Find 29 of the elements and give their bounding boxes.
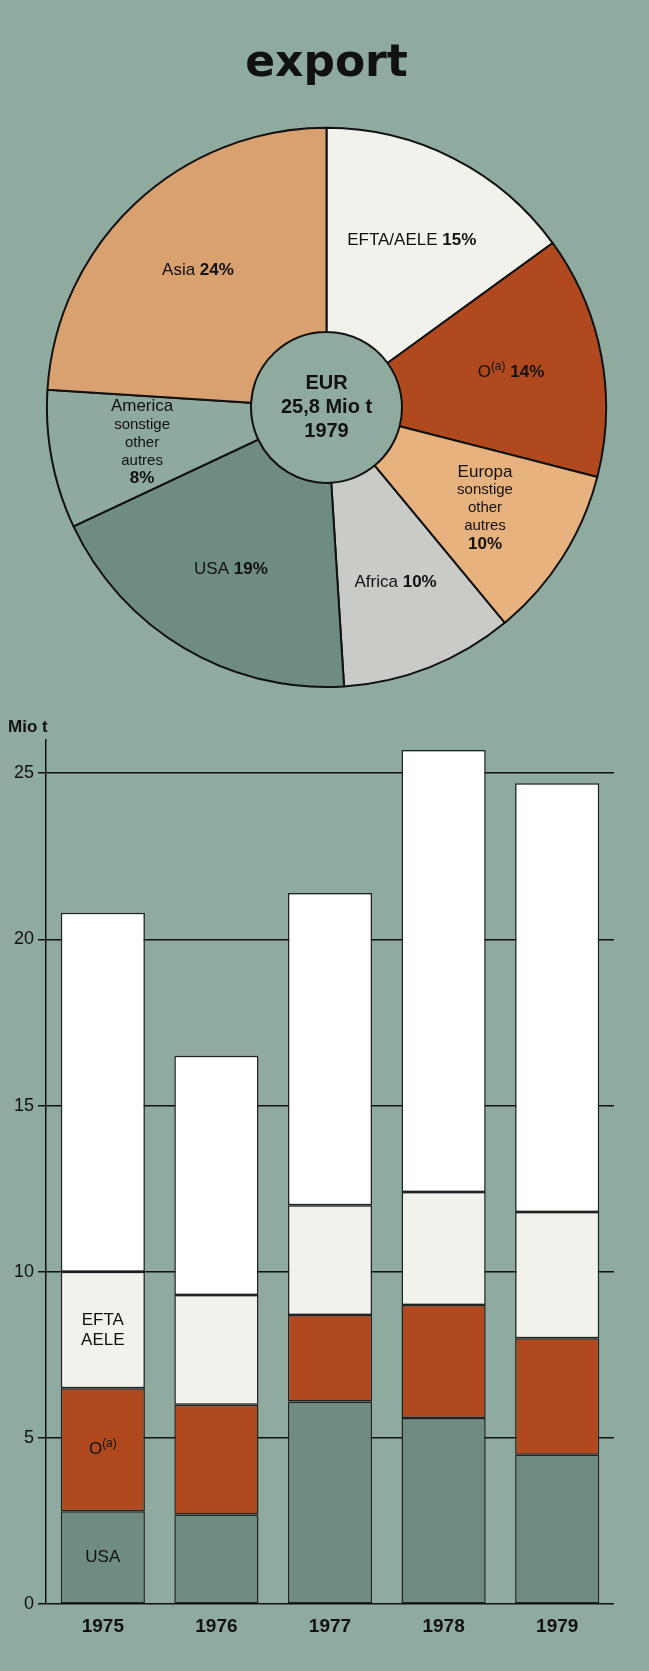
- data-label: 10%: [468, 533, 503, 553]
- y-tick-label: 15: [13, 1094, 35, 1115]
- x-tick-label: 1976: [195, 1614, 238, 1636]
- x-tick-label: 1975: [81, 1614, 125, 1636]
- y-tick-label: 25: [13, 762, 35, 783]
- slice-label: America sonstige other autres: [110, 396, 174, 468]
- slice-label: Europa sonstige other autres: [457, 461, 513, 534]
- data-label: 10%: [397, 571, 437, 591]
- x-tick-label: 1977: [308, 1614, 352, 1636]
- text: EUR 25,8 Mio t 1979: [280, 370, 373, 441]
- y-tick-label: 20: [13, 928, 35, 949]
- data-label: 19%: [229, 558, 268, 578]
- y-tick-label: 5: [24, 1426, 35, 1447]
- series-label: USA: [85, 1546, 121, 1566]
- data-label: 14%: [505, 361, 545, 381]
- x-tick-label: 1978: [422, 1614, 465, 1636]
- y-tick-label: 10: [13, 1260, 35, 1281]
- data-label: 24%: [195, 260, 234, 280]
- data-label: 8%: [129, 468, 155, 488]
- series-label: EFTA AELE: [81, 1309, 125, 1349]
- slice-label: USA: [194, 558, 230, 578]
- x-tick-label: 1979: [536, 1614, 579, 1636]
- y-tick-label: 0: [24, 1593, 35, 1614]
- data-label: 15%: [437, 229, 477, 249]
- chart-title: export: [245, 34, 408, 86]
- y-axis-title: Mio t: [8, 717, 48, 737]
- slice-label: Asia: [162, 260, 196, 280]
- slice-label: EFTA/AELE: [347, 229, 438, 249]
- slice-label: Africa: [354, 571, 399, 591]
